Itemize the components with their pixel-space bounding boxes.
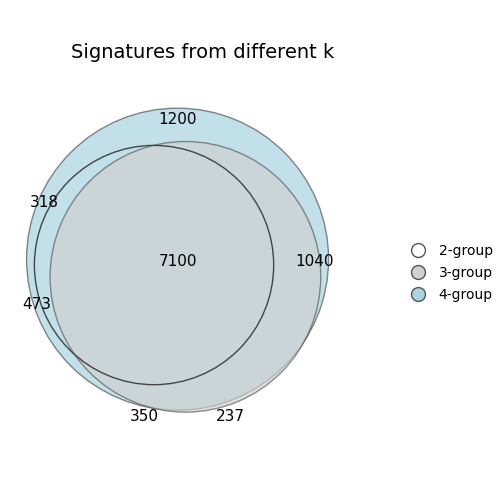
Text: 473: 473 (23, 297, 51, 312)
Legend: 2-group, 3-group, 4-group: 2-group, 3-group, 4-group (398, 238, 498, 308)
Circle shape (27, 108, 329, 410)
Text: 318: 318 (30, 195, 58, 210)
Text: 7100: 7100 (158, 254, 197, 269)
Circle shape (50, 142, 321, 412)
Text: 1200: 1200 (158, 112, 197, 128)
Text: 350: 350 (130, 409, 159, 423)
Text: 237: 237 (216, 409, 245, 423)
Text: 1040: 1040 (295, 254, 334, 269)
Title: Signatures from different k: Signatures from different k (72, 43, 335, 62)
